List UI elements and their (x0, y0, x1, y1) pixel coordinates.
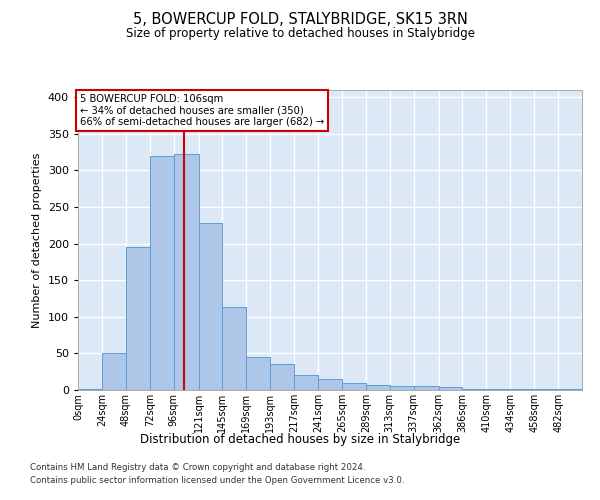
Bar (318, 379, 342, 390)
Bar (126, 248, 150, 390)
Bar (150, 156, 173, 390)
Bar (413, 386, 439, 390)
Bar (463, 388, 487, 390)
Bar (366, 385, 390, 390)
Y-axis label: Number of detached properties: Number of detached properties (32, 152, 42, 328)
Bar (247, 357, 270, 390)
Bar (487, 388, 510, 390)
Text: Contains HM Land Registry data © Crown copyright and database right 2024.: Contains HM Land Registry data © Crown c… (30, 464, 365, 472)
Text: 5, BOWERCUP FOLD, STALYBRIDGE, SK15 3RN: 5, BOWERCUP FOLD, STALYBRIDGE, SK15 3RN (133, 12, 467, 28)
Bar (390, 386, 413, 390)
Text: Size of property relative to detached houses in Stalybridge: Size of property relative to detached ho… (125, 28, 475, 40)
Text: Contains public sector information licensed under the Open Government Licence v3: Contains public sector information licen… (30, 476, 404, 485)
Bar (223, 308, 247, 390)
Text: 5 BOWERCUP FOLD: 106sqm
← 34% of detached houses are smaller (350)
66% of semi-d: 5 BOWERCUP FOLD: 106sqm ← 34% of detache… (80, 94, 324, 127)
Bar (294, 376, 318, 390)
Bar (173, 154, 199, 390)
Bar (342, 382, 366, 390)
Text: Distribution of detached houses by size in Stalybridge: Distribution of detached houses by size … (140, 432, 460, 446)
Bar (102, 354, 126, 390)
Bar (558, 388, 582, 390)
Bar (199, 223, 223, 390)
Bar (439, 387, 463, 390)
Bar (78, 388, 102, 390)
Bar (270, 364, 294, 390)
